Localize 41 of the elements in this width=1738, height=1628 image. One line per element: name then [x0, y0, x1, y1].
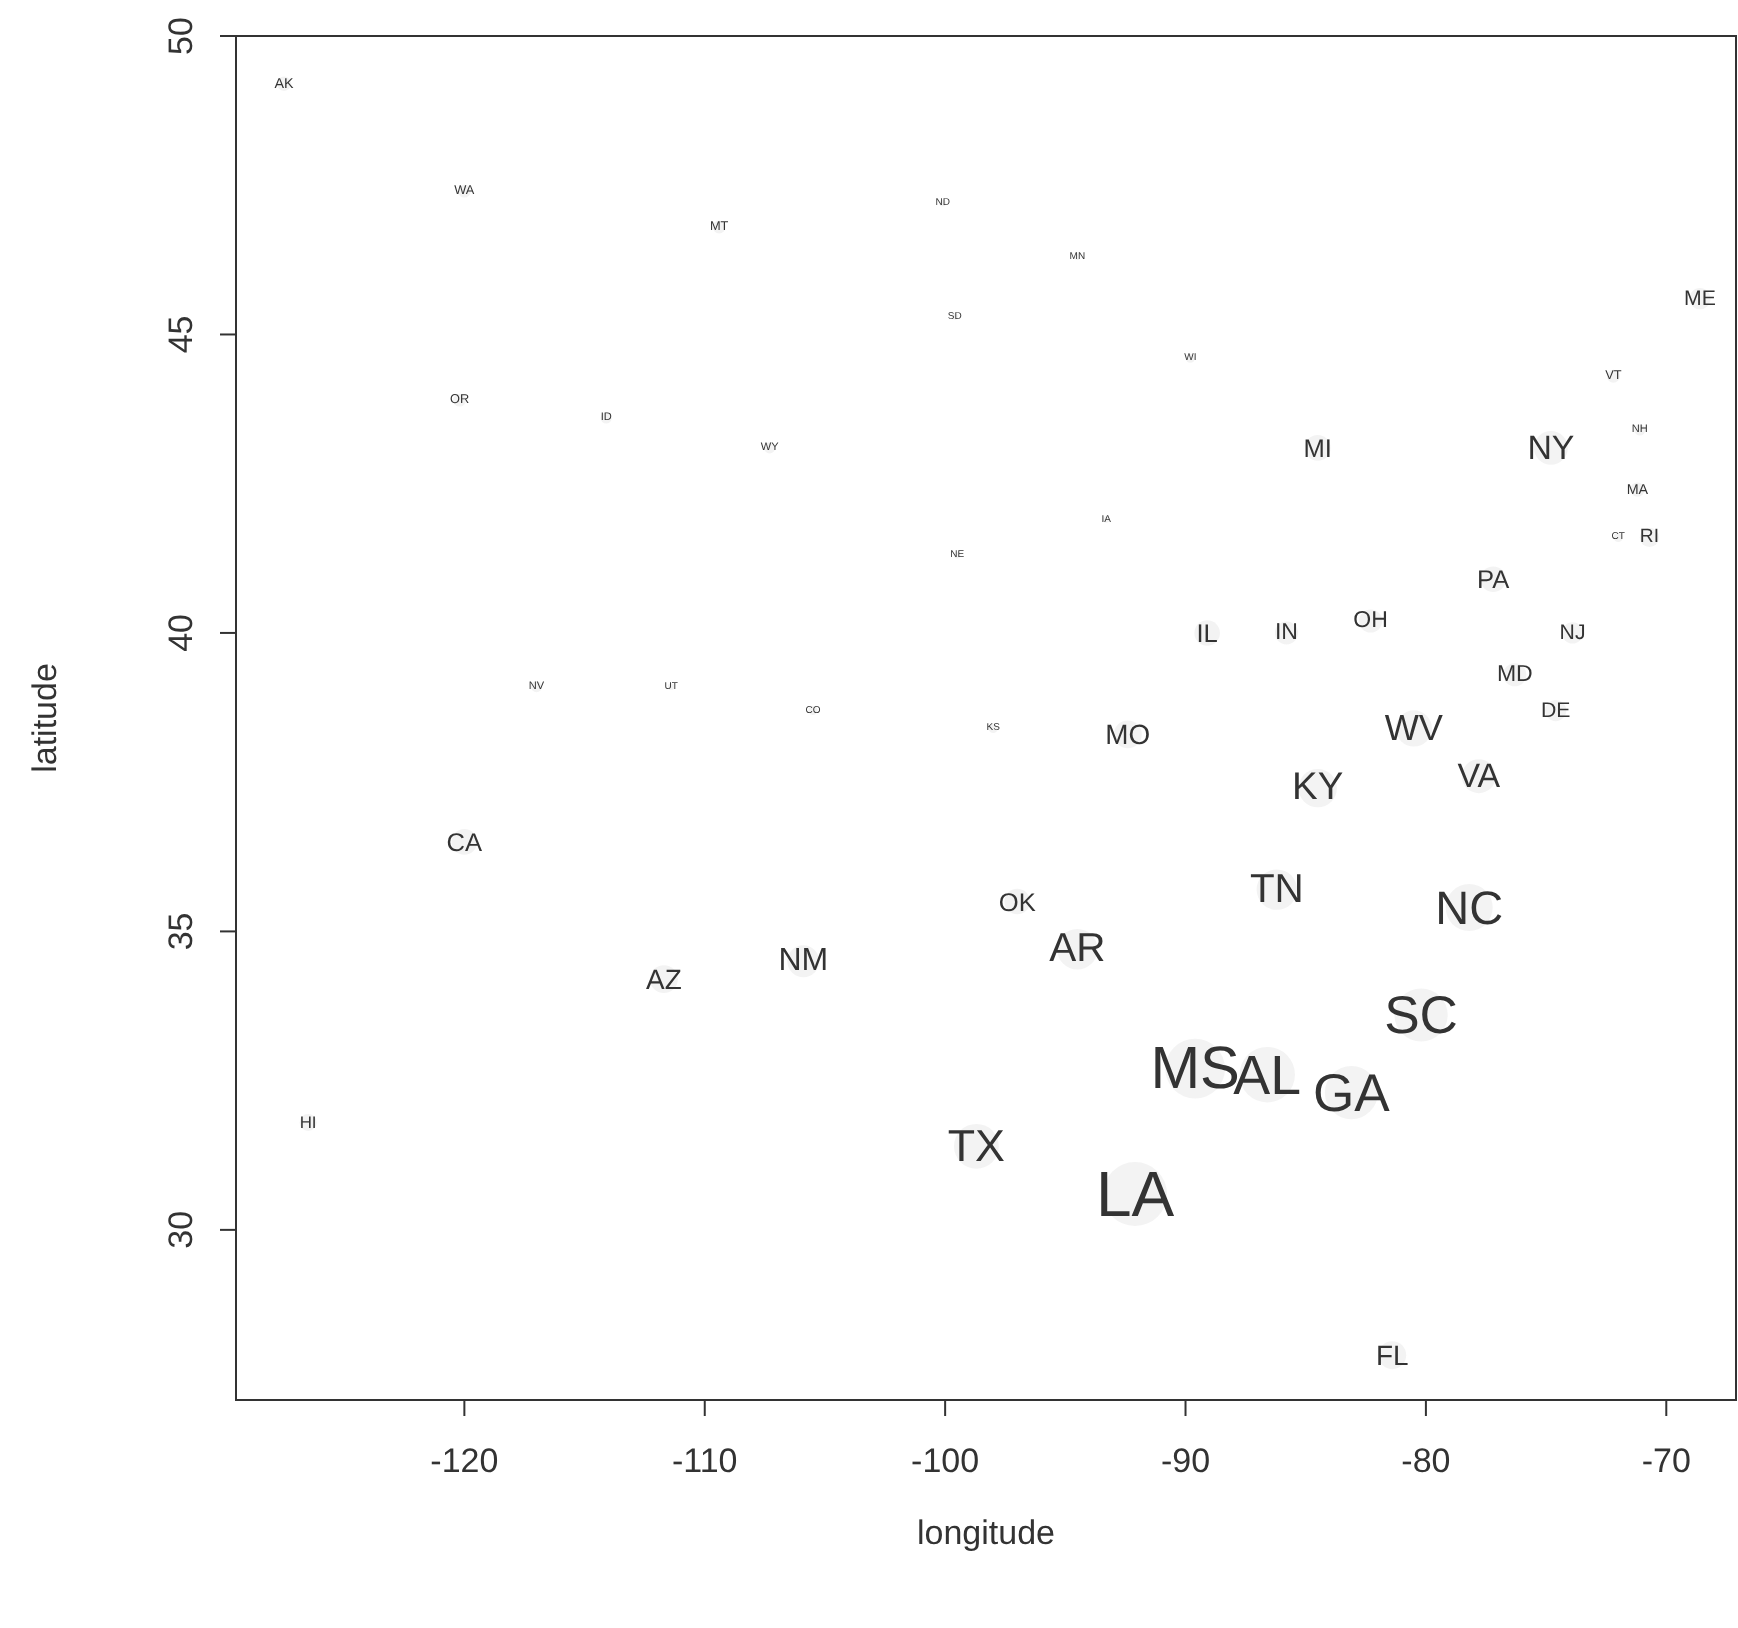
data-label: VA	[1457, 757, 1502, 796]
data-label: OK	[998, 886, 1037, 917]
x-tick-label: -80	[1401, 1442, 1451, 1480]
data-label: MO	[1105, 718, 1151, 751]
data-label: GA	[1312, 1062, 1391, 1123]
data-label: MI	[1303, 432, 1332, 463]
data-label: ME	[1684, 286, 1716, 311]
data-label: DE	[1540, 698, 1571, 723]
data-label: RI	[1639, 526, 1660, 549]
data-label: OH	[1353, 609, 1388, 633]
x-tick-label: -90	[1160, 1442, 1211, 1480]
x-tick-label: -120	[430, 1442, 499, 1480]
data-label: MD	[1496, 662, 1533, 687]
data-label: AR	[1049, 927, 1106, 972]
data-label: LA	[1095, 1158, 1176, 1231]
data-label: HI	[299, 1112, 317, 1133]
y-tick-label: 40	[162, 614, 200, 652]
data-label: NC	[1435, 881, 1504, 934]
x-tick-label: -70	[1641, 1442, 1691, 1480]
data-label: PA	[1477, 564, 1511, 595]
x-tick-label: -110	[671, 1442, 738, 1480]
data-label: IL	[1196, 617, 1218, 648]
data-label: AZ	[646, 963, 683, 996]
y-tick-label: 45	[162, 315, 200, 354]
data-label: FL	[1375, 1339, 1410, 1372]
data-label: NJ	[1559, 620, 1586, 645]
data-label: KY	[1292, 767, 1344, 810]
y-tick-label: 50	[162, 17, 200, 55]
data-label: NY	[1527, 428, 1575, 467]
data-label: TN	[1249, 867, 1304, 912]
x-tick-label: -100	[911, 1442, 980, 1480]
y-tick-label: 35	[162, 912, 200, 951]
y-tick-label: 30	[162, 1210, 200, 1249]
data-label: TX	[947, 1121, 1006, 1172]
x-axis-title: longitude	[916, 1514, 1056, 1552]
data-label: IN	[1274, 620, 1299, 645]
data-label: NM	[778, 944, 829, 979]
data-label: WV	[1384, 708, 1444, 749]
y-axis-title: latitude	[26, 663, 64, 773]
data-label: SC	[1384, 984, 1459, 1045]
data-label: CA	[446, 826, 484, 857]
